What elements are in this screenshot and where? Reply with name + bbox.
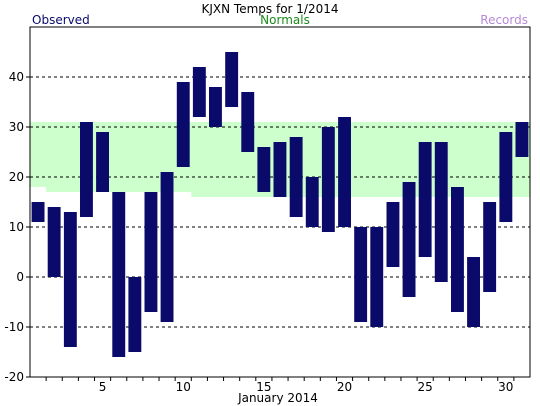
observed-bar-day-14 (241, 92, 255, 152)
observed-bar-day-4 (80, 122, 93, 217)
observed-bar-day-20 (338, 117, 351, 227)
observed-bar-day-5 (96, 132, 109, 192)
observed-bar-day-24 (402, 182, 416, 297)
y-tick-label-10: 10 (9, 220, 24, 234)
x-tick-label-5: 5 (99, 380, 107, 394)
observed-bar-day-9 (160, 172, 174, 322)
observed-bar-day-25 (418, 142, 432, 257)
y-tick-label--10: -10 (4, 320, 24, 334)
observed-bar-day-6 (112, 192, 126, 357)
observed-bar-day-22 (370, 227, 384, 327)
y-tick-label-0: 0 (16, 270, 24, 284)
chart-title: KJXN Temps for 1/2014 (202, 2, 339, 16)
observed-bar-day-23 (386, 202, 400, 267)
observed-bar-day-18 (305, 177, 319, 227)
observed-bar-day-19 (321, 127, 335, 232)
observed-bar-day-1 (31, 202, 45, 222)
legend-records: Records (480, 13, 528, 27)
observed-bar-day-21 (354, 227, 368, 322)
plot-area: -20 -10 0 10 20 30 40 5 10 15 20 25 30 (4, 26, 531, 394)
observed-bar-day-2 (47, 207, 61, 277)
observed-bar-day-13 (225, 52, 239, 107)
x-tick-label-30: 30 (498, 380, 513, 394)
observed-bar-day-26 (434, 142, 448, 282)
observed-bar-day-28 (467, 257, 480, 327)
observed-bar-day-27 (451, 187, 464, 312)
observed-bar-day-30 (499, 132, 513, 222)
observed-bar-day-16 (273, 142, 287, 197)
observed-bar-day-12 (209, 87, 222, 127)
observed-bar-day-15 (257, 147, 271, 192)
observed-bar-day-10 (176, 82, 190, 167)
legend-normals: Normals (260, 13, 310, 27)
y-tick-label--20: -20 (4, 370, 24, 384)
x-tick-label-25: 25 (418, 380, 433, 394)
y-tick-label-30: 30 (9, 120, 24, 134)
x-tick-label-10: 10 (176, 380, 191, 394)
observed-bar-day-8 (144, 192, 158, 312)
observed-bar-day-29 (483, 202, 497, 292)
observed-bar-day-31 (515, 122, 529, 157)
x-axis-label: January 2014 (237, 391, 318, 405)
observed-bar-day-11 (192, 67, 206, 117)
plot-frame (29, 26, 531, 378)
observed-bar-day-3 (63, 212, 77, 347)
x-tick-label-15: 15 (256, 380, 271, 394)
legend-observed: Observed (32, 13, 90, 27)
x-tick-label-20: 20 (337, 380, 352, 394)
y-tick-label-40: 40 (9, 70, 24, 84)
y-tick-label-20: 20 (9, 170, 24, 184)
observed-bar-day-17 (289, 137, 303, 217)
observed-bar-day-7 (128, 277, 142, 352)
